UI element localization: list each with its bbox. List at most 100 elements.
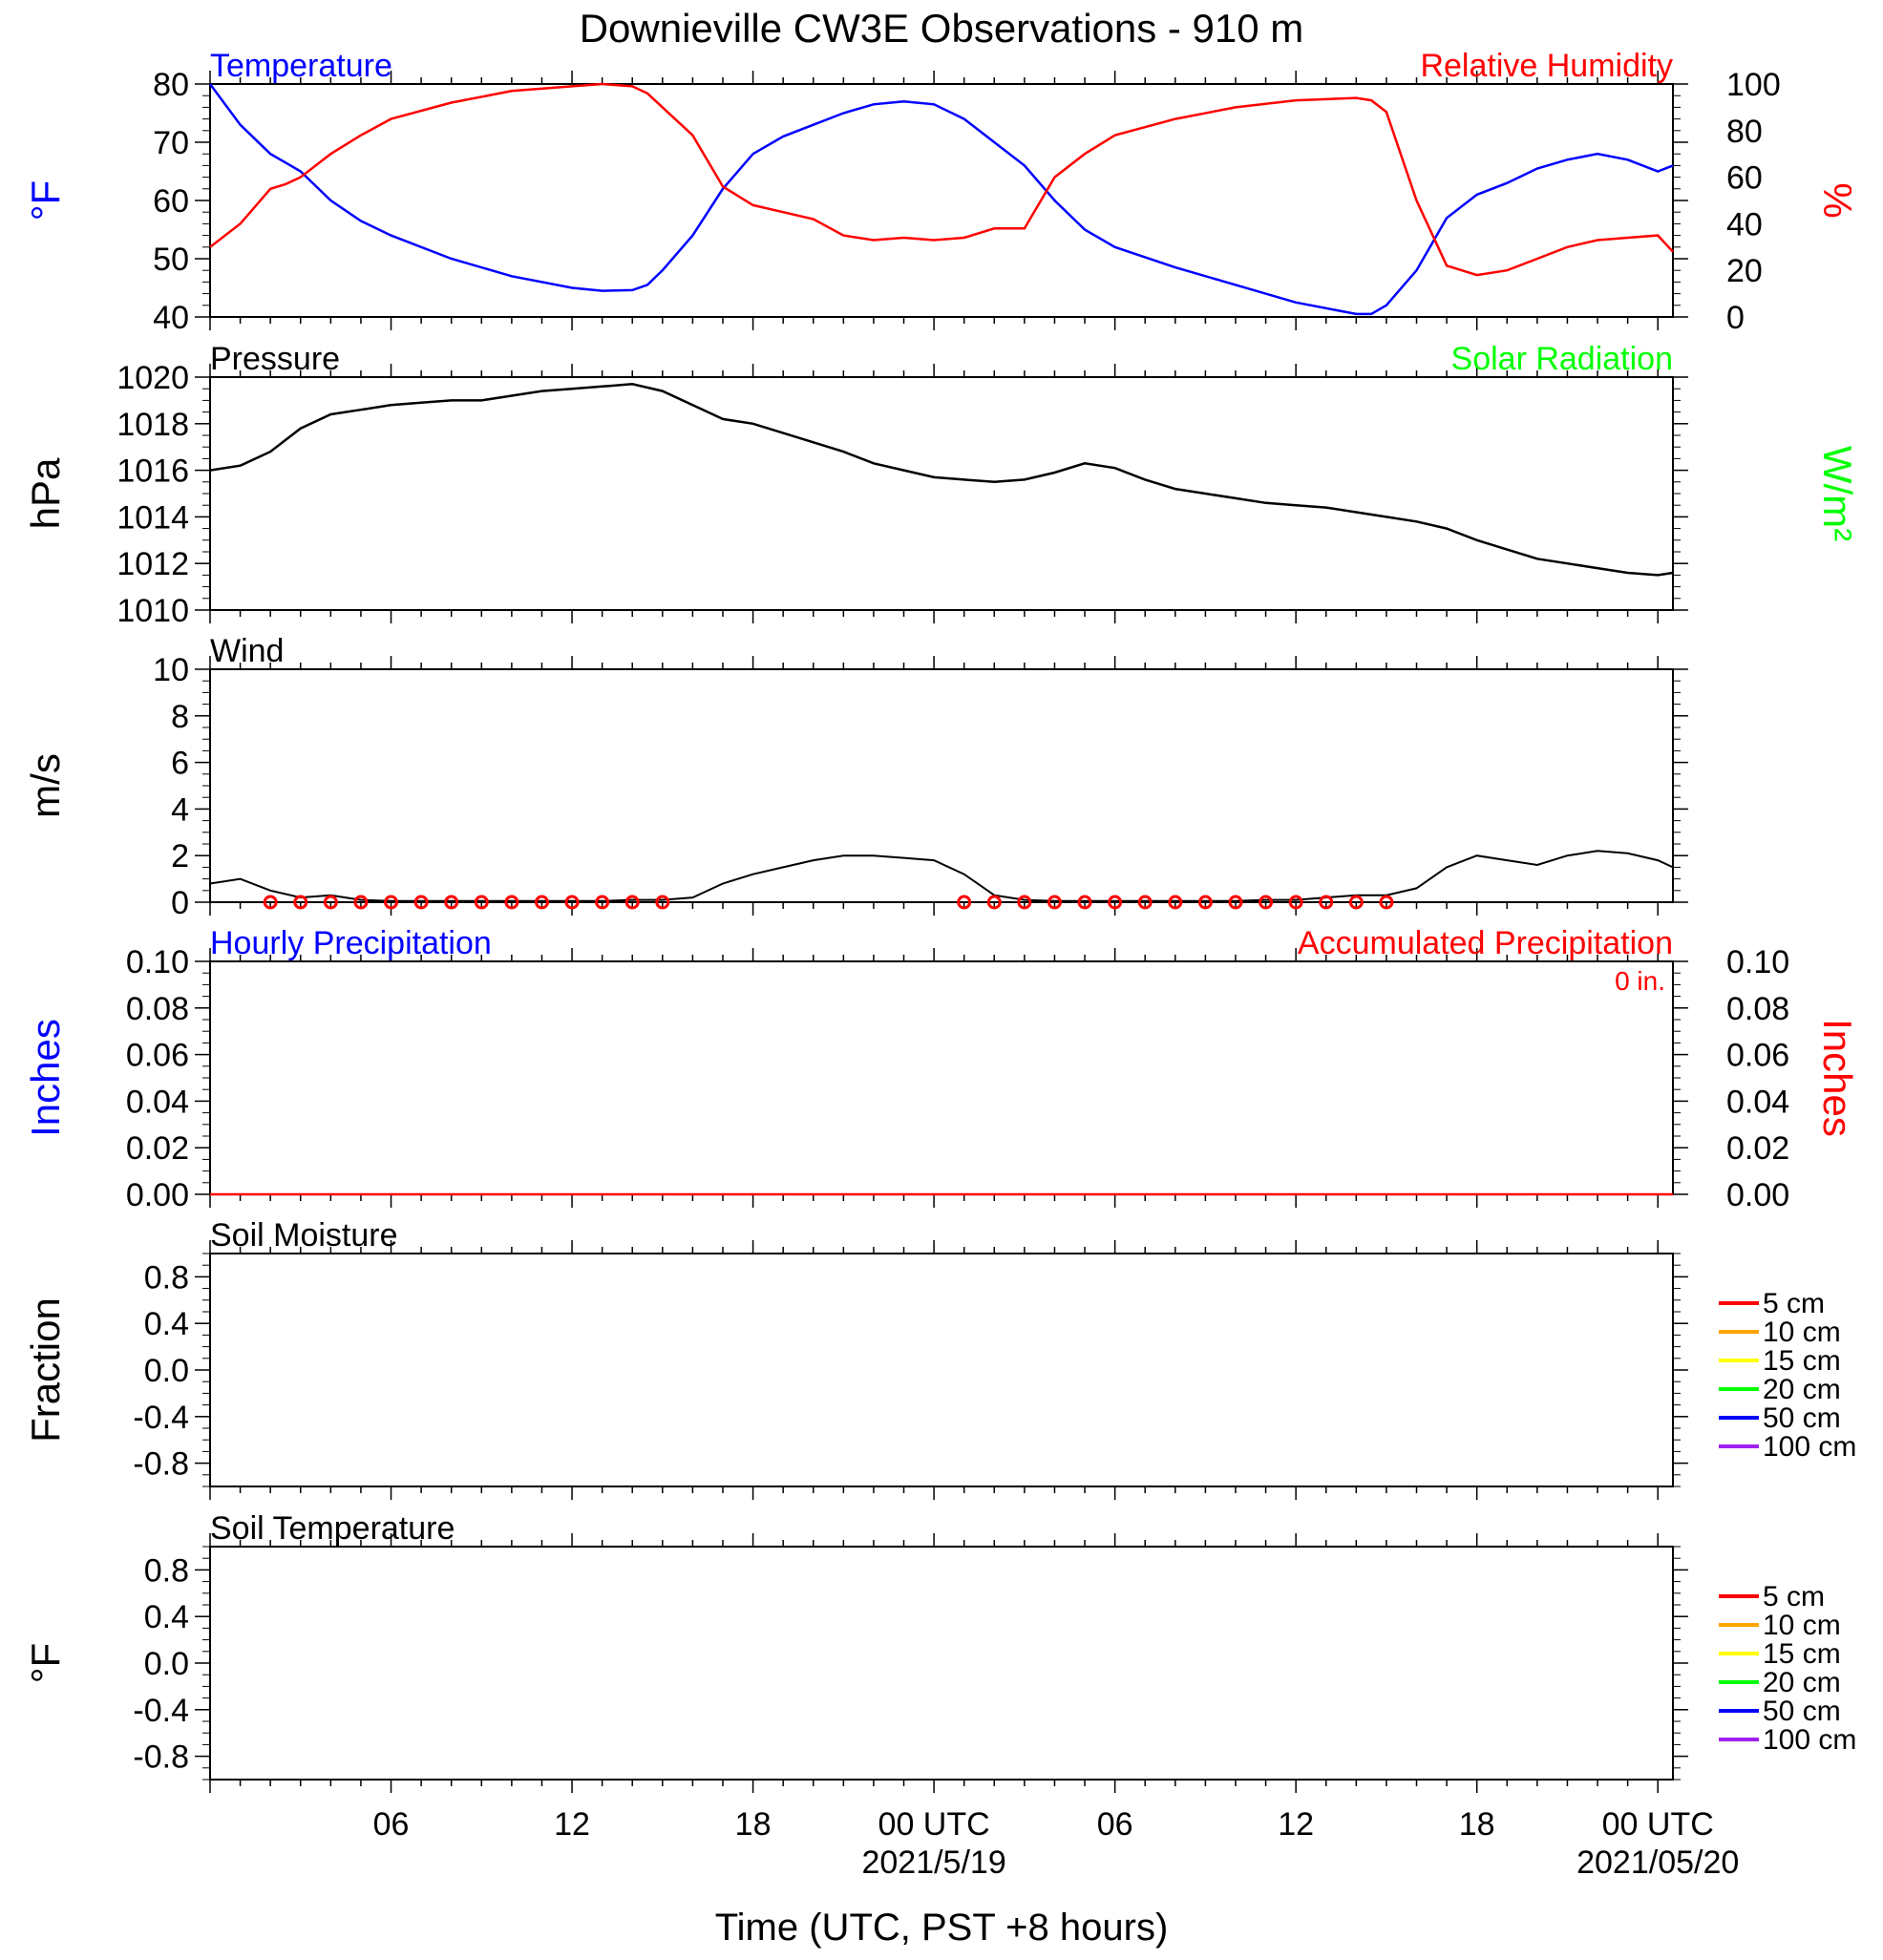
panel-soil-moisture: -0.8 -0.4 0.0 0.4 0.8 Soil Moisture Fraction 5 … — [23, 1217, 1856, 1500]
plot-frame — [209, 960, 1674, 1195]
calm-wind-marker — [1228, 895, 1243, 910]
calm-wind-marker — [1319, 895, 1334, 910]
y-tick-label: 0.06 — [126, 1038, 189, 1074]
y-axis-label-left: hPa — [23, 457, 68, 529]
y-tick-label: 70 — [153, 125, 189, 161]
series-line-wind-speed — [209, 850, 1674, 902]
calm-wind-marker — [1137, 895, 1153, 910]
calm-wind-marker — [1379, 895, 1394, 910]
plot-frame — [209, 83, 1674, 318]
plot-frame — [209, 668, 1674, 903]
right-tick-label: 0.08 — [1726, 991, 1789, 1027]
calm-wind-marker — [1108, 895, 1123, 910]
y-tick-label: 0 — [171, 885, 189, 921]
legend-label: 10 cm — [1763, 1317, 1841, 1348]
right-tick-label: 0.06 — [1726, 1038, 1789, 1074]
y-tick-label: 0.00 — [126, 1177, 189, 1213]
time-tick-label: 06 — [1097, 1806, 1133, 1843]
legend-label: 20 cm — [1763, 1374, 1841, 1405]
calm-wind-marker — [1168, 895, 1183, 910]
y-tick-label: 4 — [171, 791, 189, 828]
y-axis-label-left: m/s — [23, 753, 68, 818]
y-axis-label-left: Fraction — [23, 1297, 68, 1443]
legend-label: 15 cm — [1763, 1345, 1841, 1377]
time-tick-label: 18 — [1459, 1806, 1495, 1843]
plot-frame — [209, 1546, 1674, 1781]
time-tick-label: 12 — [1278, 1806, 1314, 1843]
calm-wind-marker — [534, 895, 549, 910]
y-tick-label: 0.08 — [126, 991, 189, 1027]
y-tick-label: 1014 — [116, 499, 189, 536]
panel-right-title: Accumulated Precipitation — [1298, 925, 1673, 961]
right-tick-label: 100 — [1726, 67, 1781, 103]
time-tick-label: 00 UTC — [878, 1806, 990, 1843]
y-tick-label: 0.4 — [144, 1599, 189, 1635]
y-tick-label: 1016 — [116, 453, 189, 490]
accumulated-total-label: 0 in. — [1615, 966, 1665, 996]
time-tick-label: 00 UTC — [1602, 1806, 1714, 1843]
calm-wind-marker — [323, 895, 338, 910]
y-axis-label-left: Inches — [23, 1019, 68, 1137]
calm-wind-marker — [1017, 895, 1032, 910]
panel-left-title: Hourly Precipitation — [210, 925, 492, 961]
legend-label: 15 cm — [1763, 1638, 1841, 1670]
series-line-relative-humidity — [209, 82, 1674, 277]
y-tick-label: 0.8 — [144, 1552, 189, 1589]
calm-wind-marker — [624, 895, 640, 910]
legend-label: 100 cm — [1763, 1431, 1856, 1463]
panel-left-title: Pressure — [210, 341, 340, 377]
y-tick-label: -0.8 — [133, 1446, 189, 1483]
y-tick-label: 0.8 — [144, 1259, 189, 1296]
y-tick-label: 10 — [153, 652, 189, 688]
series-line-temperature — [208, 83, 1674, 316]
calm-wind-marker — [595, 895, 610, 910]
y-tick-label: 6 — [171, 746, 189, 782]
time-axis-label: Time (UTC, PST +8 hours) — [715, 1907, 1169, 1949]
y-tick-label: 0.04 — [126, 1084, 189, 1120]
y-axis-label-right: W/m² — [1815, 446, 1860, 541]
right-tick-label: 0.04 — [1726, 1084, 1789, 1120]
y-axis-label-right: % — [1815, 182, 1860, 218]
right-tick-label: 0.00 — [1726, 1177, 1789, 1213]
y-axis-label-left: °F — [23, 1643, 68, 1683]
y-tick-label: 0.02 — [126, 1130, 189, 1167]
right-tick-label: 40 — [1726, 206, 1763, 242]
panel-left-title: Soil Moisture — [210, 1217, 398, 1254]
y-tick-label: 1010 — [116, 593, 189, 629]
y-tick-label: 60 — [153, 183, 189, 220]
y-tick-label: 50 — [153, 242, 189, 278]
calm-wind-marker — [1077, 895, 1092, 910]
legend-label: 5 cm — [1763, 1288, 1825, 1319]
panel-left-title: Wind — [210, 633, 284, 669]
calm-wind-marker — [413, 895, 429, 910]
calm-wind-marker — [353, 895, 369, 910]
y-tick-label: 1012 — [116, 546, 189, 582]
time-tick-label: 18 — [735, 1806, 772, 1843]
legend-label: 50 cm — [1763, 1402, 1841, 1434]
calm-wind-marker — [1259, 895, 1274, 910]
y-tick-label: 0.10 — [126, 944, 189, 980]
y-tick-label: 0.4 — [144, 1306, 189, 1342]
legend-label: 10 cm — [1763, 1610, 1841, 1641]
right-tick-label: 0.10 — [1726, 944, 1789, 980]
calm-wind-marker — [1288, 895, 1303, 910]
panel-right-title: Solar Radiation — [1451, 341, 1673, 377]
panel-wind: 0 2 4 6 8 10 Wind m/s — [23, 633, 1688, 921]
calm-wind-marker — [1197, 895, 1213, 910]
calm-wind-marker — [957, 895, 972, 910]
y-tick-label: 8 — [171, 699, 189, 735]
calm-wind-marker — [655, 895, 670, 910]
y-axis-label-right: Inches — [1815, 1019, 1860, 1137]
y-tick-label: 1020 — [116, 360, 189, 396]
legend-label: 5 cm — [1763, 1581, 1825, 1612]
calm-wind-marker — [263, 895, 278, 910]
calm-wind-marker — [293, 895, 308, 910]
legend-label: 100 cm — [1763, 1724, 1856, 1756]
calm-wind-marker — [384, 895, 399, 910]
plot-frame — [209, 1253, 1674, 1487]
time-date-label: 2021/5/19 — [861, 1844, 1005, 1881]
